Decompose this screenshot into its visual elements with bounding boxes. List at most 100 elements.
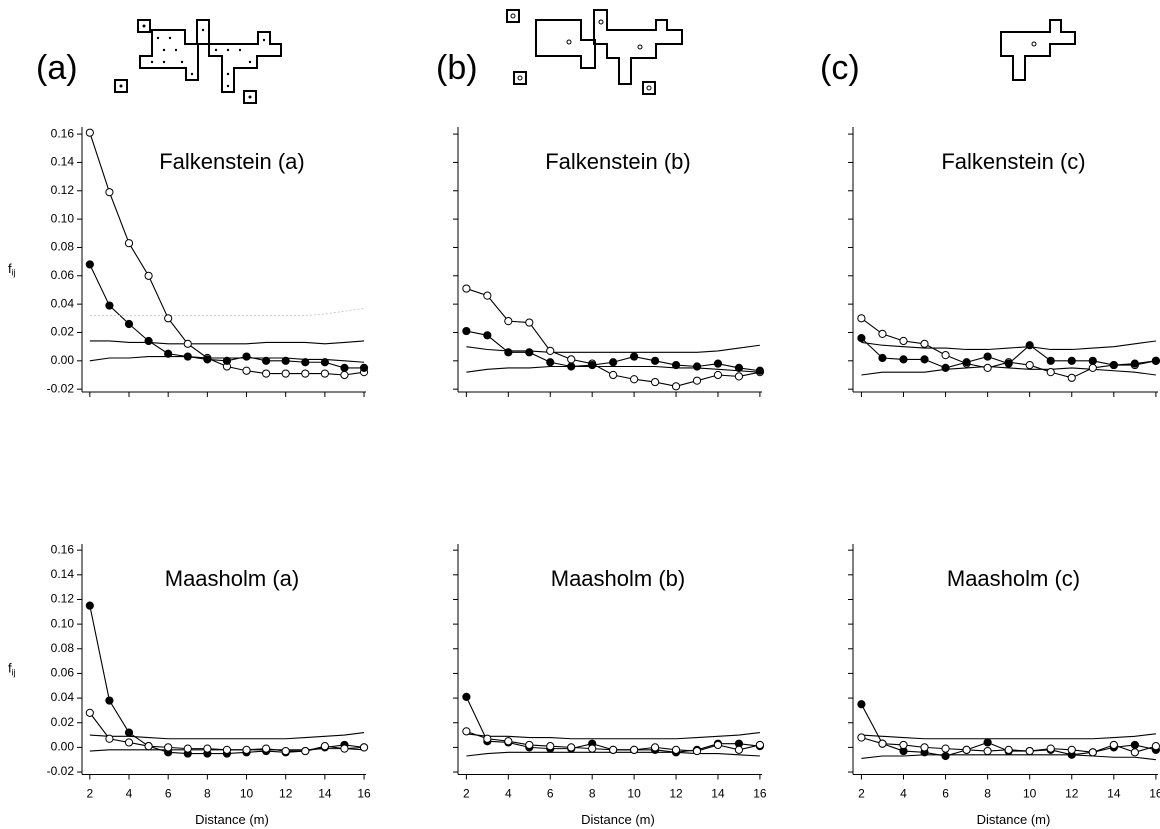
- point: [462, 326, 471, 336]
- point: [1067, 373, 1076, 382]
- chart-title: Falkenstein (a): [159, 149, 305, 174]
- point: [692, 376, 702, 385]
- point: [320, 369, 329, 378]
- point: [983, 738, 992, 747]
- point: [340, 370, 349, 380]
- point: [650, 377, 660, 387]
- y-tick-label: 0.14: [51, 567, 75, 581]
- y-tick-label: 0.04: [51, 690, 75, 704]
- point: [164, 349, 173, 358]
- x-tick-label: 14: [711, 787, 725, 801]
- point: [588, 360, 597, 370]
- y-tick-label: 0.10: [51, 616, 75, 630]
- point: [85, 601, 94, 610]
- point: [899, 355, 908, 364]
- point: [1067, 745, 1076, 754]
- panel-label: (a): [36, 49, 78, 87]
- point: [920, 355, 929, 364]
- chart-title: Maasholm (b): [551, 566, 685, 591]
- y-tick-label: 0.12: [51, 592, 75, 606]
- point: [320, 742, 329, 751]
- y-tick-label: 0.08: [51, 641, 75, 655]
- point: [1151, 742, 1160, 751]
- point: [1004, 359, 1013, 368]
- point: [504, 737, 513, 746]
- point: [483, 291, 492, 300]
- point: [1109, 360, 1118, 370]
- x-tick-label: 8: [204, 787, 211, 801]
- series-line: [89, 340, 365, 345]
- x-tick-label: 10: [1023, 787, 1037, 801]
- point: [941, 744, 950, 753]
- x-tick-label: 16: [357, 787, 371, 801]
- x-tick-label: 4: [126, 787, 133, 801]
- x-tick-label: 10: [240, 787, 254, 801]
- point: [1046, 368, 1055, 377]
- point: [713, 370, 723, 380]
- y-tick-label: 0.06: [51, 666, 75, 680]
- point: [203, 355, 212, 364]
- point: [1046, 744, 1055, 753]
- y-tick-label: 0.16: [51, 542, 75, 556]
- point: [222, 356, 232, 365]
- point: [546, 742, 555, 751]
- point: [941, 751, 950, 761]
- point: [1025, 341, 1034, 350]
- point: [124, 319, 134, 329]
- point: [567, 355, 576, 364]
- point: [630, 375, 639, 384]
- x-tick-label: 14: [1107, 787, 1121, 801]
- point: [504, 317, 513, 326]
- point: [962, 358, 971, 367]
- point: [105, 188, 114, 197]
- point: [962, 745, 971, 754]
- point: [183, 339, 192, 348]
- point: [262, 744, 271, 753]
- series-line: [466, 344, 760, 353]
- point: [124, 728, 134, 737]
- y-tick-label: 0.08: [51, 240, 75, 254]
- point: [1130, 359, 1139, 368]
- x-tick-label: 4: [505, 787, 512, 801]
- point: [183, 744, 192, 753]
- y-tick-label: 0.14: [51, 155, 75, 169]
- point: [857, 700, 866, 709]
- point: [692, 746, 702, 756]
- x-tick-label: 6: [165, 787, 172, 801]
- point: [504, 348, 513, 357]
- y-tick-label: 0.10: [51, 211, 75, 225]
- point: [878, 739, 887, 748]
- point: [242, 352, 251, 361]
- point: [609, 745, 618, 754]
- point: [340, 744, 349, 753]
- x-tick-label: 12: [279, 787, 293, 801]
- point: [301, 369, 310, 378]
- point: [262, 369, 271, 378]
- y-tick-label: 0.04: [51, 296, 75, 310]
- chart-title: Maasholm (c): [947, 566, 1080, 591]
- y-tick-label: -0.02: [47, 381, 75, 395]
- point: [671, 382, 681, 391]
- point: [1025, 746, 1034, 756]
- point: [1130, 748, 1139, 757]
- x-tick-label: 6: [942, 787, 949, 801]
- point: [105, 696, 114, 705]
- point: [462, 692, 471, 701]
- point: [242, 745, 251, 754]
- point: [462, 727, 471, 736]
- point: [1067, 356, 1076, 365]
- chart-title: Falkenstein (b): [545, 149, 691, 174]
- x-axis-label: Distance (m): [977, 812, 1051, 827]
- x-tick-label: 16: [753, 787, 767, 801]
- point: [1088, 363, 1097, 373]
- x-tick-label: 8: [589, 787, 596, 801]
- point: [671, 745, 681, 754]
- y-tick-label: 0.02: [51, 325, 75, 339]
- y-tick-label: 0.16: [51, 126, 75, 140]
- point: [281, 356, 290, 365]
- y-tick-label: -0.02: [47, 764, 75, 778]
- point: [941, 363, 950, 373]
- point: [546, 358, 555, 367]
- point: [85, 128, 94, 137]
- x-tick-label: 4: [900, 787, 907, 801]
